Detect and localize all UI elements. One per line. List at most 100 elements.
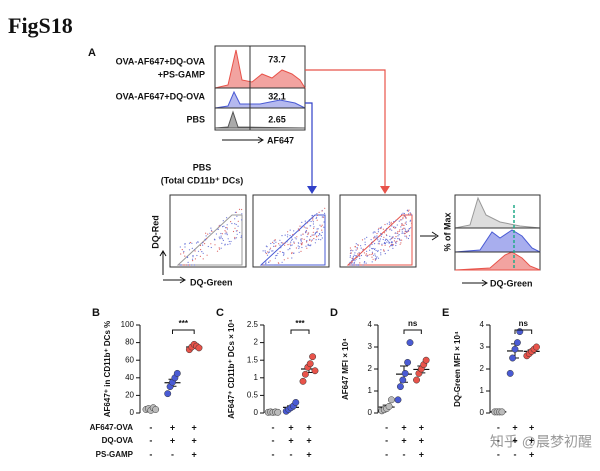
event [205, 232, 207, 234]
event [274, 257, 276, 259]
hist-grey [214, 110, 306, 129]
event [355, 255, 357, 257]
event [320, 225, 322, 228]
event [282, 251, 284, 253]
event [226, 234, 228, 236]
event [289, 229, 291, 231]
dot [299, 377, 307, 385]
event [375, 237, 377, 239]
event [392, 236, 394, 238]
overlay [454, 194, 541, 271]
event [227, 238, 229, 240]
event [405, 235, 408, 237]
event [273, 242, 275, 245]
event [269, 247, 272, 249]
event [234, 227, 236, 229]
y-tick-label: 80 [125, 338, 134, 347]
event [192, 260, 194, 262]
event [280, 247, 282, 249]
axis-arrow [222, 136, 264, 144]
event [240, 236, 242, 238]
event [184, 246, 186, 248]
event [204, 243, 206, 245]
event [403, 224, 405, 226]
condition-sign: - [385, 449, 388, 459]
event [295, 247, 297, 249]
event [407, 237, 410, 240]
event [314, 233, 316, 235]
condition-sign: - [403, 449, 406, 459]
event [364, 238, 366, 240]
y-label: AF647⁺ CD11b⁺ DCs × 10⁴ [227, 319, 236, 419]
event [385, 230, 387, 232]
event [351, 257, 353, 259]
event [283, 252, 285, 254]
event [281, 261, 283, 263]
event [279, 239, 281, 241]
event [275, 241, 277, 243]
event [358, 264, 360, 266]
event [300, 239, 302, 241]
event [408, 235, 411, 237]
event [219, 238, 221, 240]
event [218, 247, 220, 249]
event [293, 241, 295, 243]
event [357, 255, 359, 257]
flow-title: (Total CD11b⁺ DCs) [161, 175, 244, 185]
event [241, 208, 243, 211]
event [305, 245, 307, 247]
event [406, 231, 408, 233]
sig-bracket [403, 329, 422, 334]
y-label: DQ-Green MFI × 10⁴ [453, 331, 462, 407]
event [359, 262, 361, 264]
event [191, 258, 194, 260]
event [383, 250, 385, 252]
event [356, 247, 358, 249]
event [399, 239, 401, 241]
event [309, 225, 311, 227]
panel-label: E [442, 307, 449, 319]
event [307, 222, 309, 224]
event [187, 261, 189, 263]
event [410, 213, 412, 215]
condition-sign: + [192, 422, 197, 432]
x-label: DQ-Green [190, 277, 233, 287]
event [366, 255, 368, 257]
event [407, 229, 410, 232]
event [352, 256, 354, 258]
dot [399, 376, 407, 384]
event [383, 232, 386, 234]
event [391, 229, 393, 231]
event [382, 238, 384, 241]
event [311, 239, 313, 241]
event [352, 258, 354, 260]
event [237, 225, 239, 227]
event [396, 240, 398, 242]
event [370, 239, 372, 241]
event [388, 241, 390, 243]
event [300, 250, 302, 252]
event [313, 226, 315, 228]
dot [388, 396, 395, 404]
y-label: AF647 MFI × 10⁴ [341, 338, 350, 400]
event [272, 264, 274, 266]
event [319, 224, 321, 226]
event [377, 239, 379, 241]
event [227, 243, 229, 246]
condition-sign: - [171, 449, 174, 459]
condition-sign: - [385, 422, 388, 432]
condition-sign: + [192, 449, 197, 459]
event [286, 241, 288, 243]
event [409, 220, 411, 222]
event [379, 238, 381, 240]
event [369, 249, 371, 251]
event [364, 244, 366, 246]
event [194, 258, 196, 260]
hist-blue [454, 229, 541, 253]
condition-sign: + [401, 422, 406, 432]
event [226, 224, 228, 226]
row-label: OVA-AF647+DQ-OVA [116, 91, 206, 101]
event [373, 237, 375, 239]
event [366, 250, 368, 252]
panel-label: C [216, 307, 224, 319]
